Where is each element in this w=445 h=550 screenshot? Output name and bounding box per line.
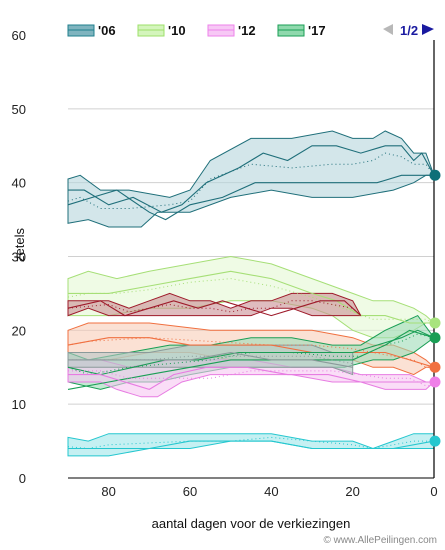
x-axis-title: aantal dagen voor de verkiezingen bbox=[152, 516, 351, 531]
pager-prev-icon[interactable] bbox=[383, 24, 393, 35]
series-line-s06-big-1 bbox=[67, 174, 434, 221]
end-marker-41 bbox=[429, 169, 441, 181]
series-trend-s-cyan bbox=[67, 436, 434, 450]
legend-label-2: '12 bbox=[238, 23, 256, 38]
x-tick-label-40: 40 bbox=[264, 484, 278, 499]
series-line-s-orange-0 bbox=[67, 337, 435, 368]
end-marker-19 bbox=[429, 332, 441, 344]
series-line-s-cyan-0 bbox=[68, 440, 435, 450]
end-marker-21 bbox=[429, 317, 441, 329]
series-area-s12-red bbox=[67, 292, 362, 317]
y-tick-label-50: 50 bbox=[12, 102, 26, 117]
series-areas bbox=[67, 130, 436, 457]
legend-label-3: '17 bbox=[308, 23, 326, 38]
end-markers bbox=[429, 169, 441, 447]
y-tick-label-10: 10 bbox=[12, 397, 26, 412]
legend-label-0: '06 bbox=[98, 23, 116, 38]
credit-text: © www.AllePeilingen.com bbox=[323, 535, 437, 546]
legend: '06 '10 '12 '17 1/2 bbox=[62, 18, 445, 40]
end-marker-5 bbox=[429, 435, 441, 447]
y-tick-label-30: 30 bbox=[12, 250, 26, 265]
y-tick-label-0: 0 bbox=[19, 471, 26, 486]
series-trend-s06-big bbox=[67, 152, 435, 209]
x-tick-label-80: 80 bbox=[101, 484, 115, 499]
gridlines bbox=[68, 34, 434, 479]
y-tick-label-60: 60 bbox=[12, 28, 26, 43]
pager-label: 1/2 bbox=[400, 23, 418, 38]
series-lines bbox=[67, 145, 435, 450]
x-tick-label-60: 60 bbox=[183, 484, 197, 499]
series-line-s-green2-0 bbox=[67, 329, 435, 376]
series-line-s10-green-0 bbox=[68, 270, 434, 324]
y-tick-label-20: 20 bbox=[12, 323, 26, 338]
end-marker-13 bbox=[429, 376, 441, 388]
pager-next-icon[interactable] bbox=[422, 24, 434, 35]
series-line-s12-red-0 bbox=[67, 300, 362, 317]
series-line-s-gray-0 bbox=[68, 351, 353, 368]
series-area-s06-big bbox=[67, 130, 435, 228]
x-tick-label-20: 20 bbox=[345, 484, 359, 499]
legend-label-1: '10 bbox=[168, 23, 186, 38]
y-axis-title: zetels bbox=[12, 228, 27, 262]
series-area-s-cyan bbox=[67, 433, 435, 457]
end-marker-15 bbox=[429, 361, 441, 373]
axes bbox=[68, 28, 435, 479]
tick-labels: 0 10 20 30 40 50 60 80 60 40 20 0 bbox=[12, 28, 438, 499]
y-tick-label-40: 40 bbox=[12, 176, 26, 191]
series-line-s-pink-0 bbox=[68, 366, 434, 390]
x-tick-label-0: 0 bbox=[430, 484, 437, 499]
